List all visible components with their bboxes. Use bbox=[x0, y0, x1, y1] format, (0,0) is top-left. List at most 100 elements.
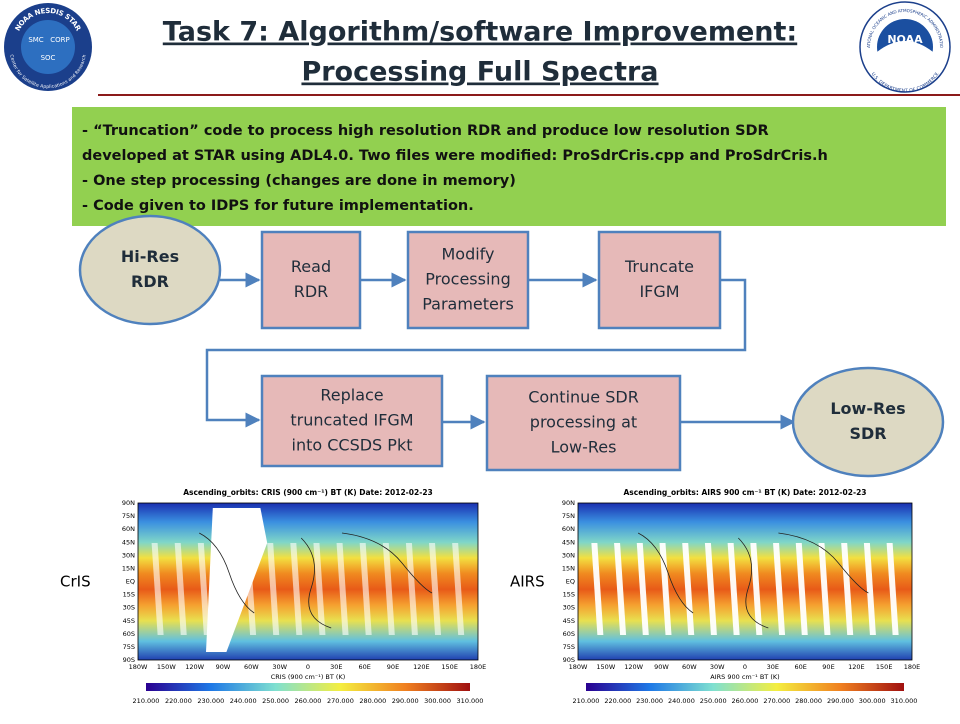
map-gap bbox=[614, 543, 627, 635]
logo-label: SOC bbox=[41, 54, 56, 62]
colorbar-tick: 310.000 bbox=[457, 697, 484, 705]
lon-label: 150W bbox=[596, 663, 615, 671]
lat-label: 90N bbox=[562, 499, 575, 507]
lat-label: 15S bbox=[123, 591, 135, 599]
map-side-label: CrIS bbox=[60, 573, 91, 591]
map-gap bbox=[405, 543, 418, 635]
colorbar-tick: 220.000 bbox=[604, 697, 631, 705]
flow-box bbox=[260, 374, 444, 468]
map-gap bbox=[382, 543, 395, 635]
lon-label: 0 bbox=[306, 663, 310, 671]
lat-label: 30N bbox=[122, 551, 135, 559]
map-gap bbox=[429, 543, 442, 635]
map-gap bbox=[818, 543, 831, 635]
map-gap bbox=[863, 543, 876, 635]
colorbar-tick: 280.000 bbox=[359, 697, 386, 705]
colorbar-tick: 270.000 bbox=[763, 697, 790, 705]
lon-label: 180W bbox=[569, 663, 588, 671]
flow-label: Low-Res bbox=[830, 399, 905, 418]
summary-line: - Code given to IDPS for future implemen… bbox=[82, 198, 474, 214]
lon-label: 120E bbox=[413, 663, 430, 671]
flow-box bbox=[406, 230, 530, 330]
lon-label: 60E bbox=[358, 663, 370, 671]
colorbar-tick: 220.000 bbox=[165, 697, 192, 705]
lat-label: EQ bbox=[126, 578, 135, 586]
lat-label: 90N bbox=[122, 499, 135, 507]
lon-label: 30W bbox=[710, 663, 725, 671]
colorbar-tick: 260.000 bbox=[295, 697, 322, 705]
map-gap bbox=[659, 543, 672, 635]
map-gap bbox=[174, 543, 187, 635]
flow-box bbox=[597, 230, 722, 330]
lon-label: 180W bbox=[129, 663, 148, 671]
lon-label: 120W bbox=[185, 663, 204, 671]
lat-label: 75S bbox=[123, 643, 135, 651]
colorbar-tick: 230.000 bbox=[636, 697, 663, 705]
lat-label: 75S bbox=[563, 643, 575, 651]
map-gap bbox=[267, 543, 280, 635]
lon-label: 0 bbox=[743, 663, 747, 671]
flow-label: Hi-Res bbox=[121, 247, 179, 266]
flow-label: Read bbox=[291, 257, 331, 276]
colorbar-tick: 300.000 bbox=[424, 697, 451, 705]
lat-label: 90S bbox=[563, 656, 575, 664]
lon-label: 180E bbox=[904, 663, 921, 671]
colorbar-tick: 210.000 bbox=[573, 697, 600, 705]
flow-label: Parameters bbox=[422, 295, 514, 314]
colorbar-tick: 270.000 bbox=[327, 697, 354, 705]
flow-label: SDR bbox=[849, 424, 886, 443]
summary-line: - “Truncation” code to process high reso… bbox=[82, 123, 769, 139]
map-gap bbox=[197, 543, 210, 635]
flow-label: Continue SDR bbox=[528, 388, 639, 407]
lat-label: 30N bbox=[562, 551, 575, 559]
map-field bbox=[137, 502, 479, 661]
title: Task 7: Algorithm/software Improvement: bbox=[163, 17, 797, 48]
star-logo: NOAA NESDIS STAR Center for Satellite Ap… bbox=[4, 3, 92, 91]
lat-label: 45N bbox=[122, 538, 135, 546]
coastline bbox=[199, 532, 433, 629]
flow-label: truncated IFGM bbox=[290, 411, 413, 430]
map-title: Ascending_orbits: CRIS (900 cm⁻¹) BT (K)… bbox=[183, 488, 433, 497]
coastline bbox=[637, 532, 869, 629]
logo-label: CORP bbox=[50, 36, 69, 44]
map-gap bbox=[886, 543, 899, 635]
map-gap bbox=[795, 543, 808, 635]
flow-label: Truncate bbox=[624, 257, 694, 276]
colorbar-tick: 310.000 bbox=[891, 697, 918, 705]
logo-label: NOAA bbox=[887, 33, 923, 46]
lat-label: 15N bbox=[562, 564, 575, 572]
map-gap bbox=[591, 543, 604, 635]
colorbar-tick: 240.000 bbox=[230, 697, 257, 705]
lon-label: 30E bbox=[330, 663, 342, 671]
lat-label: 60S bbox=[563, 630, 575, 638]
map-gap bbox=[773, 543, 786, 635]
colorbar bbox=[586, 683, 904, 691]
map-gap bbox=[750, 543, 763, 635]
lon-label: 90E bbox=[822, 663, 834, 671]
flow-oval bbox=[78, 214, 222, 326]
lon-label: 150W bbox=[157, 663, 176, 671]
map-gap bbox=[359, 543, 372, 635]
map-field bbox=[577, 502, 913, 661]
lat-label: 30S bbox=[123, 604, 135, 612]
flow-label: RDR bbox=[294, 282, 329, 301]
lat-label: 15S bbox=[563, 591, 575, 599]
colorbar-tick: 250.000 bbox=[700, 697, 727, 705]
colorbar-tick: 240.000 bbox=[668, 697, 695, 705]
map-gap bbox=[220, 543, 233, 635]
map-gap bbox=[704, 543, 717, 635]
lon-label: 30W bbox=[272, 663, 287, 671]
lon-label: 150E bbox=[876, 663, 893, 671]
connectors bbox=[205, 272, 796, 430]
title: Processing Full Spectra bbox=[301, 57, 658, 88]
lon-label: 180E bbox=[470, 663, 487, 671]
summary-line: - One step processing (changes are done … bbox=[82, 173, 516, 189]
summary-box bbox=[72, 107, 946, 226]
lon-label: 60W bbox=[244, 663, 259, 671]
map-title: Ascending_orbits: AIRS 900 cm⁻¹ BT (K) D… bbox=[623, 488, 866, 497]
colorbar-tick: 280.000 bbox=[795, 697, 822, 705]
flow-box bbox=[485, 374, 682, 472]
flow-label: RDR bbox=[131, 272, 169, 291]
colorbar bbox=[146, 683, 470, 691]
